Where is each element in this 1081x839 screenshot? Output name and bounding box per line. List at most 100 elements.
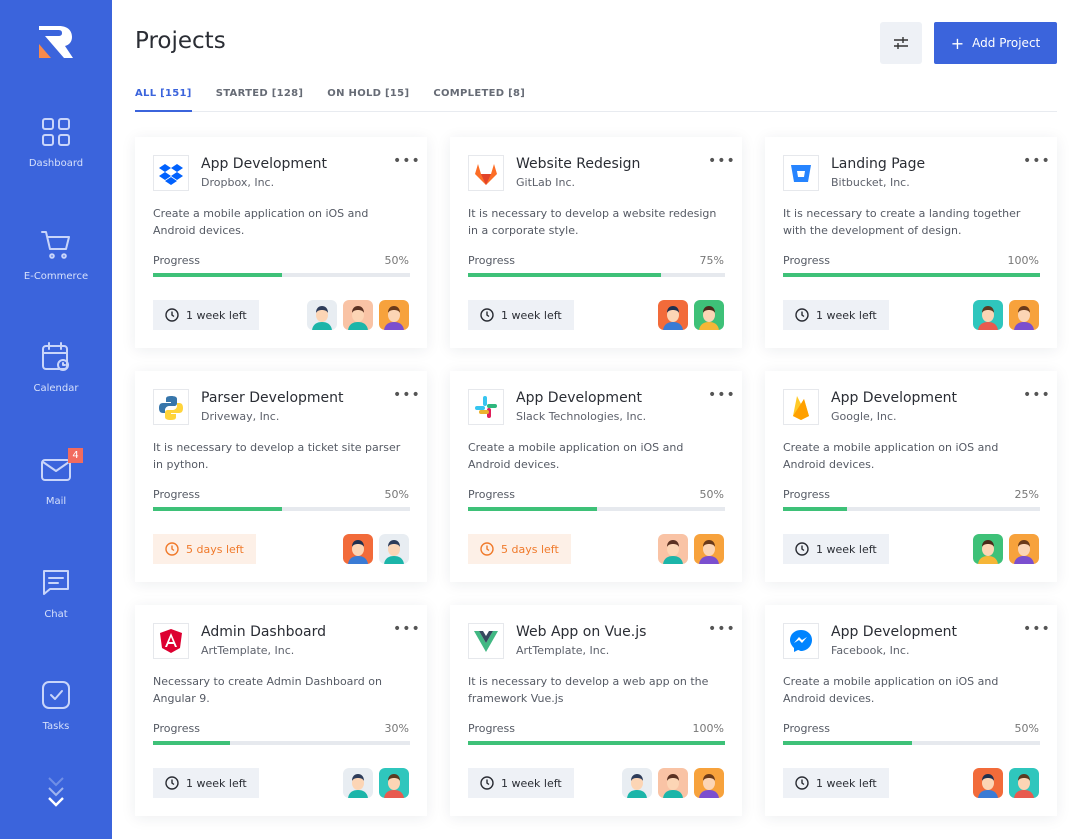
sidebar-item-calendar[interactable]: Calendar <box>0 341 112 394</box>
avatar[interactable] <box>694 534 724 564</box>
progress-bar <box>153 273 410 277</box>
time-left-text: 5 days left <box>501 542 559 556</box>
avatar[interactable] <box>973 768 1003 798</box>
project-card[interactable]: App Development Slack Technologies, Inc.… <box>450 371 742 582</box>
avatar[interactable] <box>973 534 1003 564</box>
project-card[interactable]: Web App on Vue.js ArtTemplate, Inc. ••• … <box>450 605 742 816</box>
time-left-text: 1 week left <box>501 776 562 790</box>
tab-completed[interactable]: COMPLETED [8] <box>433 88 526 99</box>
company-name: Dropbox, Inc. <box>201 176 275 189</box>
dropbox-logo-icon <box>159 164 183 185</box>
project-card[interactable]: App Development Dropbox, Inc. ••• Create… <box>135 137 427 348</box>
avatar[interactable] <box>658 300 688 330</box>
sidebar-item-dashboard[interactable]: Dashboard <box>0 116 112 169</box>
tab-all[interactable]: ALL [151] <box>135 86 192 112</box>
avatar[interactable] <box>1009 534 1039 564</box>
time-left-text: 1 week left <box>501 308 562 322</box>
tab-on-hold[interactable]: ON HOLD [15] <box>327 88 410 99</box>
sidebar-item-mail[interactable]: 4 Mail <box>0 448 112 507</box>
project-name[interactable]: Web App on Vue.js <box>516 624 647 640</box>
project-name[interactable]: App Development <box>201 156 328 172</box>
time-left-badge: 5 days left <box>153 534 256 564</box>
more-options-icon[interactable]: ••• <box>393 153 421 169</box>
time-left-badge: 1 week left <box>468 300 574 330</box>
mail-badge: 4 <box>68 448 83 463</box>
avatar[interactable] <box>343 768 373 798</box>
filter-button[interactable] <box>880 22 922 64</box>
project-description: It is necessary to develop a ticket site… <box>153 441 401 471</box>
more-options-icon[interactable]: ••• <box>1023 621 1051 637</box>
company-logo <box>468 155 504 191</box>
more-options-icon[interactable]: ••• <box>1023 153 1051 169</box>
avatar[interactable] <box>343 300 373 330</box>
time-left-text: 1 week left <box>186 308 247 322</box>
team-avatars <box>973 300 1039 330</box>
more-options-icon[interactable]: ••• <box>708 621 736 637</box>
avatar[interactable] <box>379 534 409 564</box>
sidebar-item-chat[interactable]: Chat <box>0 567 112 620</box>
avatar[interactable] <box>343 534 373 564</box>
company-logo <box>783 623 819 659</box>
avatar[interactable] <box>622 768 652 798</box>
project-name[interactable]: Website Redesign <box>516 156 641 172</box>
progress-value: 25% <box>1014 488 1039 501</box>
avatar[interactable] <box>658 768 688 798</box>
project-name[interactable]: Landing Page <box>831 156 926 172</box>
gitlab-logo-icon <box>475 164 497 185</box>
time-left-text: 1 week left <box>816 308 877 322</box>
logo-icon[interactable] <box>37 24 75 60</box>
team-avatars <box>658 534 724 564</box>
avatar[interactable] <box>973 300 1003 330</box>
project-card[interactable]: App Development Google, Inc. ••• Create … <box>765 371 1057 582</box>
project-name[interactable]: App Development <box>831 390 958 406</box>
project-card[interactable]: Landing Page Bitbucket, Inc. ••• It is n… <box>765 137 1057 348</box>
sidebar: Dashboard E-Commerce Calendar 4 Mail Cha… <box>0 0 112 839</box>
progress-fill <box>153 741 231 745</box>
company-name: ArtTemplate, Inc. <box>201 644 295 657</box>
project-card[interactable]: Website Redesign GitLab Inc. ••• It is n… <box>450 137 742 348</box>
more-options-icon[interactable]: ••• <box>393 387 421 403</box>
more-options-icon[interactable]: ••• <box>708 153 736 169</box>
project-card[interactable]: Parser Development Driveway, Inc. ••• It… <box>135 371 427 582</box>
company-name: GitLab Inc. <box>516 176 576 189</box>
expand-more-icon[interactable] <box>46 775 66 809</box>
time-left-badge: 1 week left <box>783 768 889 798</box>
sidebar-item-e-commerce[interactable]: E-Commerce <box>0 229 112 282</box>
clock-icon <box>165 542 179 556</box>
slack-logo-icon <box>475 396 497 418</box>
more-options-icon[interactable]: ••• <box>708 387 736 403</box>
add-project-button[interactable]: + Add Project <box>934 22 1057 64</box>
project-name[interactable]: App Development <box>831 624 958 640</box>
project-card[interactable]: Admin Dashboard ArtTemplate, Inc. ••• Ne… <box>135 605 427 816</box>
sidebar-item-label: Chat <box>44 609 68 620</box>
progress-label: Progress <box>468 488 515 501</box>
bitbucket-logo-icon <box>791 165 811 182</box>
avatar[interactable] <box>694 300 724 330</box>
avatar[interactable] <box>694 768 724 798</box>
tasks-icon <box>42 681 70 709</box>
more-options-icon[interactable]: ••• <box>393 621 421 637</box>
project-name[interactable]: Parser Development <box>201 390 344 406</box>
project-description: Create a mobile application on iOS and A… <box>468 441 684 471</box>
avatar[interactable] <box>379 768 409 798</box>
progress-label: Progress <box>468 254 515 267</box>
avatar[interactable] <box>658 534 688 564</box>
sidebar-item-tasks[interactable]: Tasks <box>0 679 112 732</box>
time-left-badge: 5 days left <box>468 534 571 564</box>
grid-icon <box>42 118 70 146</box>
project-card[interactable]: App Development Facebook, Inc. ••• Creat… <box>765 605 1057 816</box>
progress-value: 100% <box>1007 254 1039 267</box>
more-options-icon[interactable]: ••• <box>1023 387 1051 403</box>
team-avatars <box>658 300 724 330</box>
avatar[interactable] <box>307 300 337 330</box>
project-name[interactable]: Admin Dashboard <box>201 624 327 640</box>
progress-value: 50% <box>384 254 409 267</box>
time-left-text: 1 week left <box>186 776 247 790</box>
avatar[interactable] <box>379 300 409 330</box>
project-name[interactable]: App Development <box>516 390 643 406</box>
tab-started[interactable]: STARTED [128] <box>215 88 304 99</box>
progress-bar <box>468 507 725 511</box>
progress-value: 30% <box>384 722 409 735</box>
avatar[interactable] <box>1009 768 1039 798</box>
avatar[interactable] <box>1009 300 1039 330</box>
